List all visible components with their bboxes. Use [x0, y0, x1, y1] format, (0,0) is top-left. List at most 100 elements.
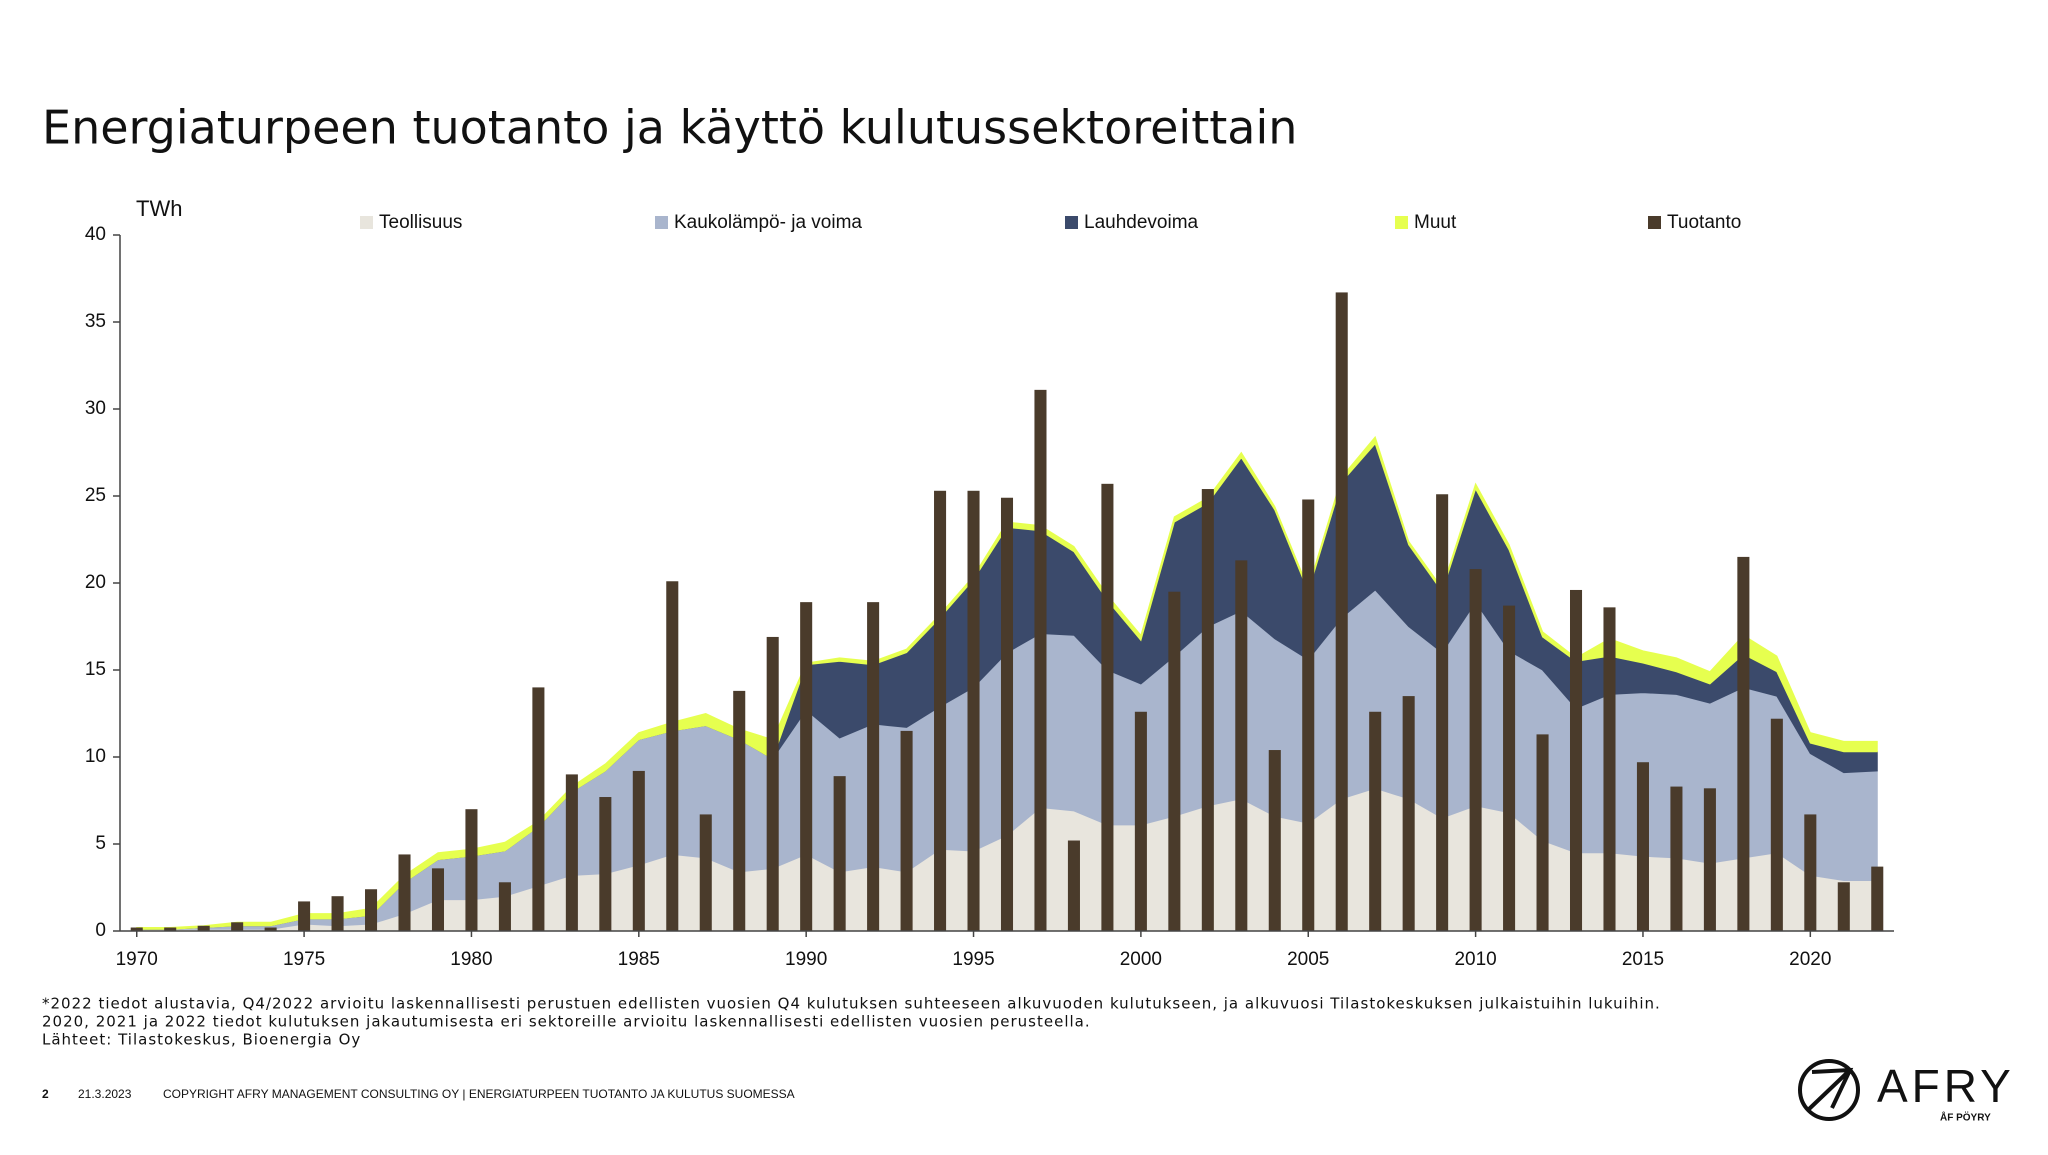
- y-tick-label: 30: [85, 398, 106, 419]
- x-tick-label: 1980: [450, 949, 492, 970]
- legend-swatch: [655, 216, 668, 229]
- bar: [934, 490, 947, 931]
- x-tick-label: 2015: [1622, 949, 1664, 970]
- y-axis-label: TWh: [136, 196, 182, 221]
- bar: [1302, 499, 1315, 931]
- legend-label: Teollisuus: [379, 212, 462, 233]
- legend-swatch: [360, 216, 373, 229]
- bar: [1000, 497, 1014, 931]
- bar: [1536, 734, 1549, 931]
- bar: [298, 901, 311, 931]
- y-tick-label: 25: [85, 485, 106, 506]
- chart-title: Energiaturpeen tuotanto ja käyttö kulutu…: [42, 101, 1297, 155]
- bar: [1101, 483, 1114, 931]
- bar: [900, 730, 913, 931]
- bar: [1770, 718, 1783, 931]
- bar: [1804, 814, 1817, 931]
- y-tick-label: 0: [95, 920, 106, 941]
- bar: [1670, 786, 1683, 931]
- bar: [632, 770, 645, 931]
- legend-swatch: [1065, 216, 1078, 229]
- y-tick-label: 40: [85, 224, 106, 245]
- note: Lähteet: Tilastokeskus, Bioenergia Oy: [42, 1031, 361, 1049]
- y-tick-label: 35: [85, 311, 106, 332]
- legend-swatch: [1395, 216, 1408, 229]
- x-tick-label: 2020: [1789, 949, 1831, 970]
- legend-swatch: [1648, 216, 1661, 229]
- bar: [1134, 711, 1147, 931]
- bar: [1703, 788, 1716, 931]
- note: 2020, 2021 ja 2022 tiedot kulutuksen jak…: [42, 1013, 1091, 1031]
- bar: [164, 927, 177, 931]
- bar: [800, 602, 813, 931]
- bar: [1569, 589, 1583, 931]
- bar: [1235, 560, 1248, 931]
- bar: [465, 809, 478, 931]
- bar: [1436, 494, 1449, 931]
- y-tick-label: 15: [85, 659, 106, 680]
- x-tick-label: 2000: [1120, 949, 1162, 970]
- logo-sub: ÅF PÖYRY: [1940, 1111, 1991, 1124]
- bar: [1402, 696, 1415, 931]
- legend-label: Muut: [1414, 212, 1457, 233]
- x-tick-label: 1975: [283, 949, 325, 970]
- bar: [699, 814, 712, 931]
- bar: [231, 922, 244, 931]
- y-tick-label: 20: [85, 572, 106, 593]
- bar: [398, 854, 411, 931]
- bar: [766, 636, 779, 931]
- bar: [1503, 605, 1516, 931]
- bar: [331, 896, 344, 931]
- bar: [1837, 882, 1850, 931]
- x-tick-label: 1995: [952, 949, 994, 970]
- x-tick-label: 2010: [1454, 949, 1496, 970]
- legend-label: Kaukolämpö- ja voima: [674, 212, 862, 233]
- logo-text: AFRY: [1877, 1060, 2015, 1112]
- bar: [1469, 569, 1482, 931]
- x-tick-label: 1990: [785, 949, 827, 970]
- bar: [1737, 556, 1750, 931]
- note: *2022 tiedot alustavia, Q4/2022 arvioitu…: [42, 995, 1661, 1013]
- bar: [197, 925, 210, 931]
- bar: [1335, 292, 1348, 931]
- bar: [733, 690, 746, 931]
- bar: [1636, 762, 1649, 931]
- legend-label: Lauhdevoima: [1084, 212, 1199, 233]
- bar: [1067, 840, 1080, 931]
- bar: [1871, 866, 1884, 931]
- bar: [599, 797, 612, 931]
- logo-mark: [1806, 1067, 1854, 1112]
- footer-text: COPYRIGHT AFRY MANAGEMENT CONSULTING OY …: [163, 1087, 795, 1101]
- x-tick-label: 1985: [618, 949, 660, 970]
- bar: [967, 490, 980, 931]
- bar: [666, 581, 679, 931]
- bar: [867, 602, 880, 931]
- bar: [565, 774, 578, 931]
- bar: [365, 889, 378, 931]
- bar: [1369, 711, 1382, 931]
- footer-date: 21.3.2023: [78, 1087, 132, 1101]
- bar: [1268, 750, 1281, 931]
- bar: [1201, 489, 1214, 931]
- bar: [833, 776, 846, 931]
- bar: [431, 868, 445, 931]
- logo: AFRY ÅF PÖYRY: [1798, 1059, 2015, 1124]
- x-tick-label: 2005: [1287, 949, 1329, 970]
- x-tick-label: 1970: [116, 949, 158, 970]
- notes: *2022 tiedot alustavia, Q4/2022 arvioitu…: [42, 995, 1661, 1049]
- bar: [532, 687, 545, 931]
- y-tick-label: 5: [95, 833, 106, 854]
- bar: [130, 927, 143, 931]
- bar: [1168, 591, 1181, 931]
- bar: [264, 927, 277, 931]
- bar: [1603, 607, 1616, 931]
- area: [136, 435, 1878, 930]
- bar: [498, 882, 511, 931]
- logo-mark: [1798, 1059, 1860, 1121]
- bar: [1034, 389, 1047, 931]
- legend-label: Tuotanto: [1667, 212, 1741, 233]
- y-tick-label: 10: [85, 746, 106, 767]
- page-number: 2: [42, 1087, 49, 1101]
